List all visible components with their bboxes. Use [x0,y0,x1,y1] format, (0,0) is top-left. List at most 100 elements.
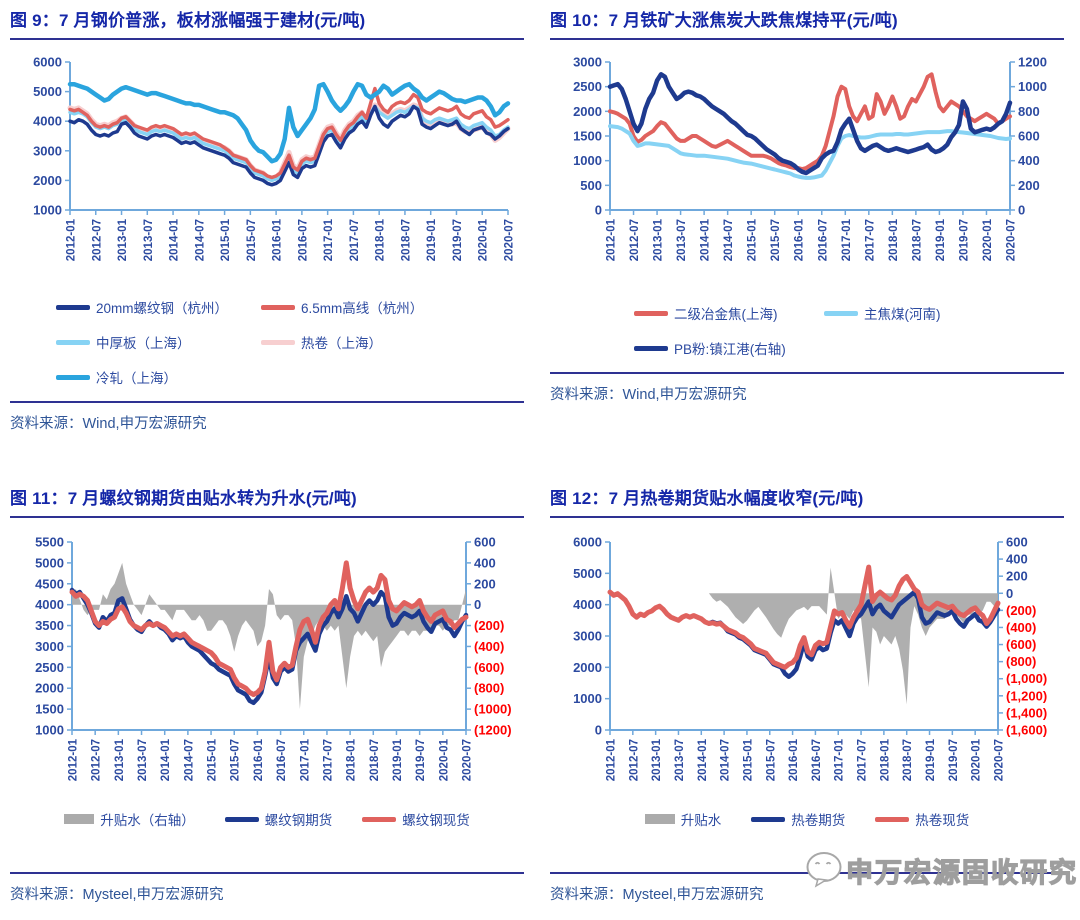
y-axis-right-label: 800 [1018,104,1040,119]
x-axis-label: 2019-07 [958,219,970,261]
y-axis-left-label: 5000 [573,566,602,581]
line-series-3 [68,87,510,180]
x-axis-label: 2018-07 [911,219,923,261]
x-axis-label: 2012-01 [606,739,618,782]
title-divider [10,38,524,41]
x-axis-label: 2017-07 [857,739,869,781]
y-axis-left-label: 4000 [35,597,64,612]
y-axis-right-label: 600 [1006,535,1028,550]
chart-9-canvas: 6000 5000 4000 3000 2000 1000 2012-01 2012-07 20… [10,52,524,287]
x-axis-label: 2016-01 [253,739,265,782]
legend-label: 20mm螺纹钢（杭州） [96,301,229,317]
legend-marker [56,375,90,380]
area-series-0 [708,567,998,705]
x-axis-label: 2012-01 [66,219,78,262]
y-axis-left-label: 2500 [35,660,64,675]
y-axis-left-label: 2000 [35,681,64,696]
source-block: 资料来源：Mysteel,申万宏源研究 [550,872,1064,920]
y-axis-left-label: 1000 [573,153,602,168]
x-axis-label: 2017-07 [349,219,361,261]
legend-item: 螺纹钢现货 [362,809,470,829]
y-axis-right-label: (1,200) [1006,689,1047,704]
x-axis-label: 2012-07 [628,739,640,781]
legend-item: 冷轧（上海） [56,367,261,387]
x-axis-label: 2018-01 [888,219,900,262]
y-axis-right-label: (600) [474,660,504,675]
x-axis-label: 2019-01 [426,219,438,262]
x-axis-label: 2014-01 [160,739,172,782]
x-axis-label: 2017-07 [322,739,334,781]
source-divider [550,872,1064,874]
x-axis-label: 2012-01 [68,739,80,782]
x-axis-label: 2018-07 [369,739,381,781]
title-divider [550,516,1064,519]
legend-marker [261,340,295,345]
x-axis-label: 2020-01 [971,739,983,782]
y-axis-right-label: (1,600) [1006,723,1047,738]
y-axis-right-label: 1200 [1018,55,1047,70]
x-axis-label: 2016-07 [817,219,829,261]
legend-label: 热卷期货 [791,813,846,829]
x-axis-label: 2017-01 [841,219,853,262]
x-axis-label: 2012-01 [606,219,618,262]
y-axis-right-label: (400) [1006,620,1036,635]
legend-marker [56,305,90,310]
title-divider [10,516,524,519]
y-axis-right-label: 0 [474,597,481,612]
x-axis-label: 2018-01 [346,739,358,782]
source-text: 资料来源：Wind,申万宏源研究 [550,387,747,404]
y-axis-left-label: 2000 [573,104,602,119]
figure-panel-11: 图 11：7 月螺纹钢期货由贴水转为升水(元/吨) 5500 5000 4500 40… [0,478,540,920]
y-axis-left-label: 500 [580,178,602,193]
chart-10-legend: 二级冶金焦(上海) 主焦煤(河南) PB粉:镇江港(右轴) [550,303,1064,358]
x-axis-label: 2019-07 [452,219,464,261]
y-axis-left-label: 0 [595,723,602,738]
legend-marker [875,817,910,822]
chart-11-legend: 升贴水（右轴） 螺纹钢期货 螺纹钢现货 [10,809,524,829]
x-axis-label: 2015-01 [220,219,232,262]
x-axis-label: 2018-01 [375,219,387,262]
x-axis-label: 2016-07 [297,219,309,261]
y-axis-right-label: (800) [1006,654,1036,669]
x-axis-label: 2019-07 [948,739,960,781]
source-text: 资料来源：Mysteel,申万宏源研究 [550,887,764,903]
legend-label: 6.5mm高线（杭州） [301,301,424,317]
figure-title: 图 12：7 月热卷期货贴水幅度收窄(元/吨) [550,489,864,508]
legend-item: 热卷（上海） [261,332,466,352]
legend-label: 中厚板（上海） [96,336,191,352]
y-axis-right-label: (200) [474,618,504,633]
y-axis-right-label: (200) [1006,603,1036,618]
legend-item: 升贴水 [644,809,721,829]
x-axis-label: 2015-07 [246,219,258,261]
y-axis-left-label: 2500 [573,79,602,94]
legend-label: 二级冶金焦(上海) [674,307,778,323]
legend-item: 中厚板（上海） [56,332,261,352]
source-divider [10,401,524,404]
x-axis-label: 2018-07 [902,739,914,781]
x-axis-label: 2016-01 [272,219,284,262]
figure-title: 图 10：7 月铁矿大涨焦炭大跌焦煤持平(元/吨) [550,11,898,30]
y-axis-right-label: 600 [474,535,496,550]
x-axis-label: 2018-07 [400,219,412,261]
x-axis-label: 2017-01 [834,739,846,782]
x-axis-label: 2020-01 [478,219,490,262]
figure-title: 图 11：7 月螺纹钢期货由贴水转为升水(元/吨) [10,489,357,508]
y-axis-left-label: 5000 [33,84,62,99]
y-axis-left-label: 5500 [35,535,64,550]
x-axis-label: 2014-07 [194,219,206,261]
x-axis-label: 2014-07 [723,219,735,261]
source-block: 资料来源：Mysteel,申万宏源研究 [10,872,524,920]
x-axis-label: 2016-01 [788,739,800,782]
legend-marker [56,340,90,345]
chart-11-canvas: 5500 5000 4500 4000 3500 3000 2500 2000 1500 1000… [10,530,524,799]
x-axis-label: 2013-07 [137,739,149,781]
legend-label: 螺纹钢期货 [264,813,333,829]
y-axis-left-label: 3000 [573,55,602,70]
y-axis-right-label: 400 [1006,552,1028,567]
line-series-2 [68,104,510,187]
x-axis-label: 2020-07 [462,739,474,781]
y-axis-left-label: 6000 [573,535,602,550]
y-axis-right-label: (1200) [474,723,512,738]
legend-marker [224,817,259,822]
y-axis-left-label: 4000 [573,597,602,612]
